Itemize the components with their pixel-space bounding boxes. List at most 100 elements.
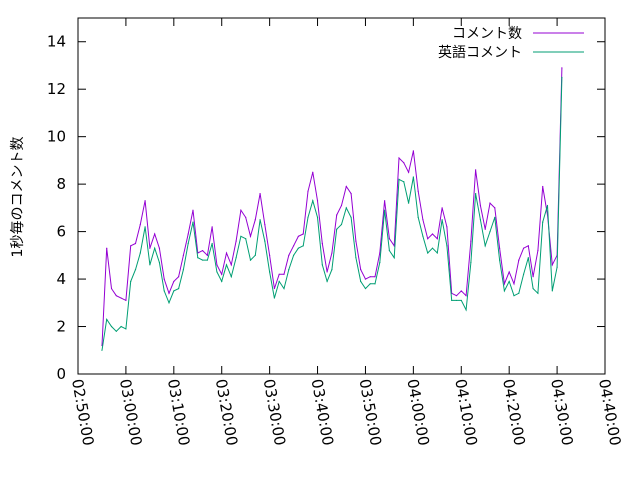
y-tick-label: 4 bbox=[56, 270, 66, 288]
data-point bbox=[441, 207, 443, 209]
data-point bbox=[489, 231, 491, 233]
data-point bbox=[331, 252, 333, 254]
data-point bbox=[336, 228, 338, 230]
data-point bbox=[130, 280, 132, 283]
y-axis-label: 1秒毎のコメント数 bbox=[10, 137, 26, 258]
data-point bbox=[455, 299, 458, 302]
data-point bbox=[134, 268, 137, 271]
data-point bbox=[417, 190, 419, 192]
data-point bbox=[197, 257, 199, 259]
x-tick-label: 02:50:00 bbox=[68, 378, 97, 447]
data-point bbox=[158, 247, 161, 249]
data-point bbox=[542, 185, 544, 188]
data-point bbox=[331, 268, 333, 271]
data-point bbox=[393, 257, 395, 259]
data-point bbox=[154, 247, 156, 249]
plot-frame bbox=[77, 17, 606, 375]
data-point bbox=[369, 283, 371, 285]
data-point bbox=[144, 200, 146, 202]
data-point bbox=[465, 309, 467, 311]
data-point bbox=[360, 280, 362, 283]
data-point bbox=[455, 295, 458, 297]
data-point bbox=[403, 162, 405, 164]
data-point bbox=[403, 181, 405, 183]
data-point bbox=[407, 202, 410, 204]
x-tick-label: 03:10:00 bbox=[164, 378, 193, 447]
data-point bbox=[101, 349, 103, 351]
data-point bbox=[527, 245, 529, 247]
data-point bbox=[326, 280, 328, 283]
data-point bbox=[384, 209, 386, 211]
data-point bbox=[561, 76, 563, 78]
data-point bbox=[259, 193, 261, 195]
data-point bbox=[494, 216, 496, 218]
data-point bbox=[470, 261, 472, 264]
legend-label-0: コメント数 bbox=[452, 26, 522, 42]
data-point bbox=[350, 216, 352, 218]
data-point bbox=[417, 216, 419, 218]
data-point bbox=[522, 273, 525, 275]
data-point bbox=[532, 276, 534, 278]
data-point bbox=[475, 193, 477, 195]
data-point bbox=[336, 214, 338, 216]
data-point bbox=[412, 150, 414, 152]
data-point bbox=[110, 287, 113, 290]
data-point bbox=[230, 264, 232, 266]
x-tick-label: 04:30:00 bbox=[547, 378, 576, 447]
data-point bbox=[120, 297, 122, 299]
data-point bbox=[446, 245, 448, 247]
data-point bbox=[369, 276, 371, 278]
data-point bbox=[551, 264, 553, 266]
data-point bbox=[288, 254, 290, 256]
data-point bbox=[503, 290, 505, 292]
data-point bbox=[292, 254, 295, 256]
data-point bbox=[235, 257, 237, 259]
data-point bbox=[307, 190, 309, 192]
data-point bbox=[206, 254, 208, 256]
data-point bbox=[446, 226, 448, 228]
data-point bbox=[106, 247, 108, 249]
data-point bbox=[355, 257, 357, 259]
data-point bbox=[216, 271, 218, 273]
data-point bbox=[139, 252, 141, 254]
data-point bbox=[168, 292, 170, 294]
data-point bbox=[240, 235, 242, 237]
data-point bbox=[532, 287, 534, 290]
data-point bbox=[475, 169, 477, 171]
data-point bbox=[508, 271, 510, 273]
data-point bbox=[149, 247, 151, 249]
data-point bbox=[297, 235, 299, 237]
data-point bbox=[513, 295, 515, 297]
data-point bbox=[398, 157, 400, 159]
data-point bbox=[134, 242, 137, 245]
data-point bbox=[422, 219, 424, 221]
data-point bbox=[527, 257, 529, 259]
data-point bbox=[125, 328, 127, 330]
data-point bbox=[513, 283, 515, 285]
data-point bbox=[484, 245, 486, 247]
data-point bbox=[551, 290, 553, 292]
x-tick-label: 03:00:00 bbox=[116, 378, 145, 447]
data-point bbox=[178, 276, 180, 278]
data-point bbox=[115, 295, 117, 297]
data-point bbox=[479, 204, 482, 207]
data-point bbox=[240, 209, 242, 211]
data-point bbox=[436, 252, 438, 254]
data-point bbox=[173, 290, 175, 292]
data-point bbox=[187, 233, 189, 235]
data-point bbox=[163, 290, 165, 292]
series-line-0 bbox=[101, 67, 563, 346]
data-point bbox=[374, 276, 376, 278]
data-point bbox=[120, 325, 122, 328]
x-tick-label: 04:00:00 bbox=[403, 378, 432, 447]
data-point bbox=[225, 264, 228, 266]
data-point bbox=[259, 219, 261, 221]
data-point bbox=[245, 216, 247, 218]
data-point bbox=[364, 278, 367, 280]
data-point bbox=[340, 223, 343, 226]
data-point bbox=[345, 185, 347, 188]
data-point bbox=[221, 280, 223, 283]
data-point bbox=[125, 299, 127, 302]
data-point bbox=[312, 171, 314, 173]
